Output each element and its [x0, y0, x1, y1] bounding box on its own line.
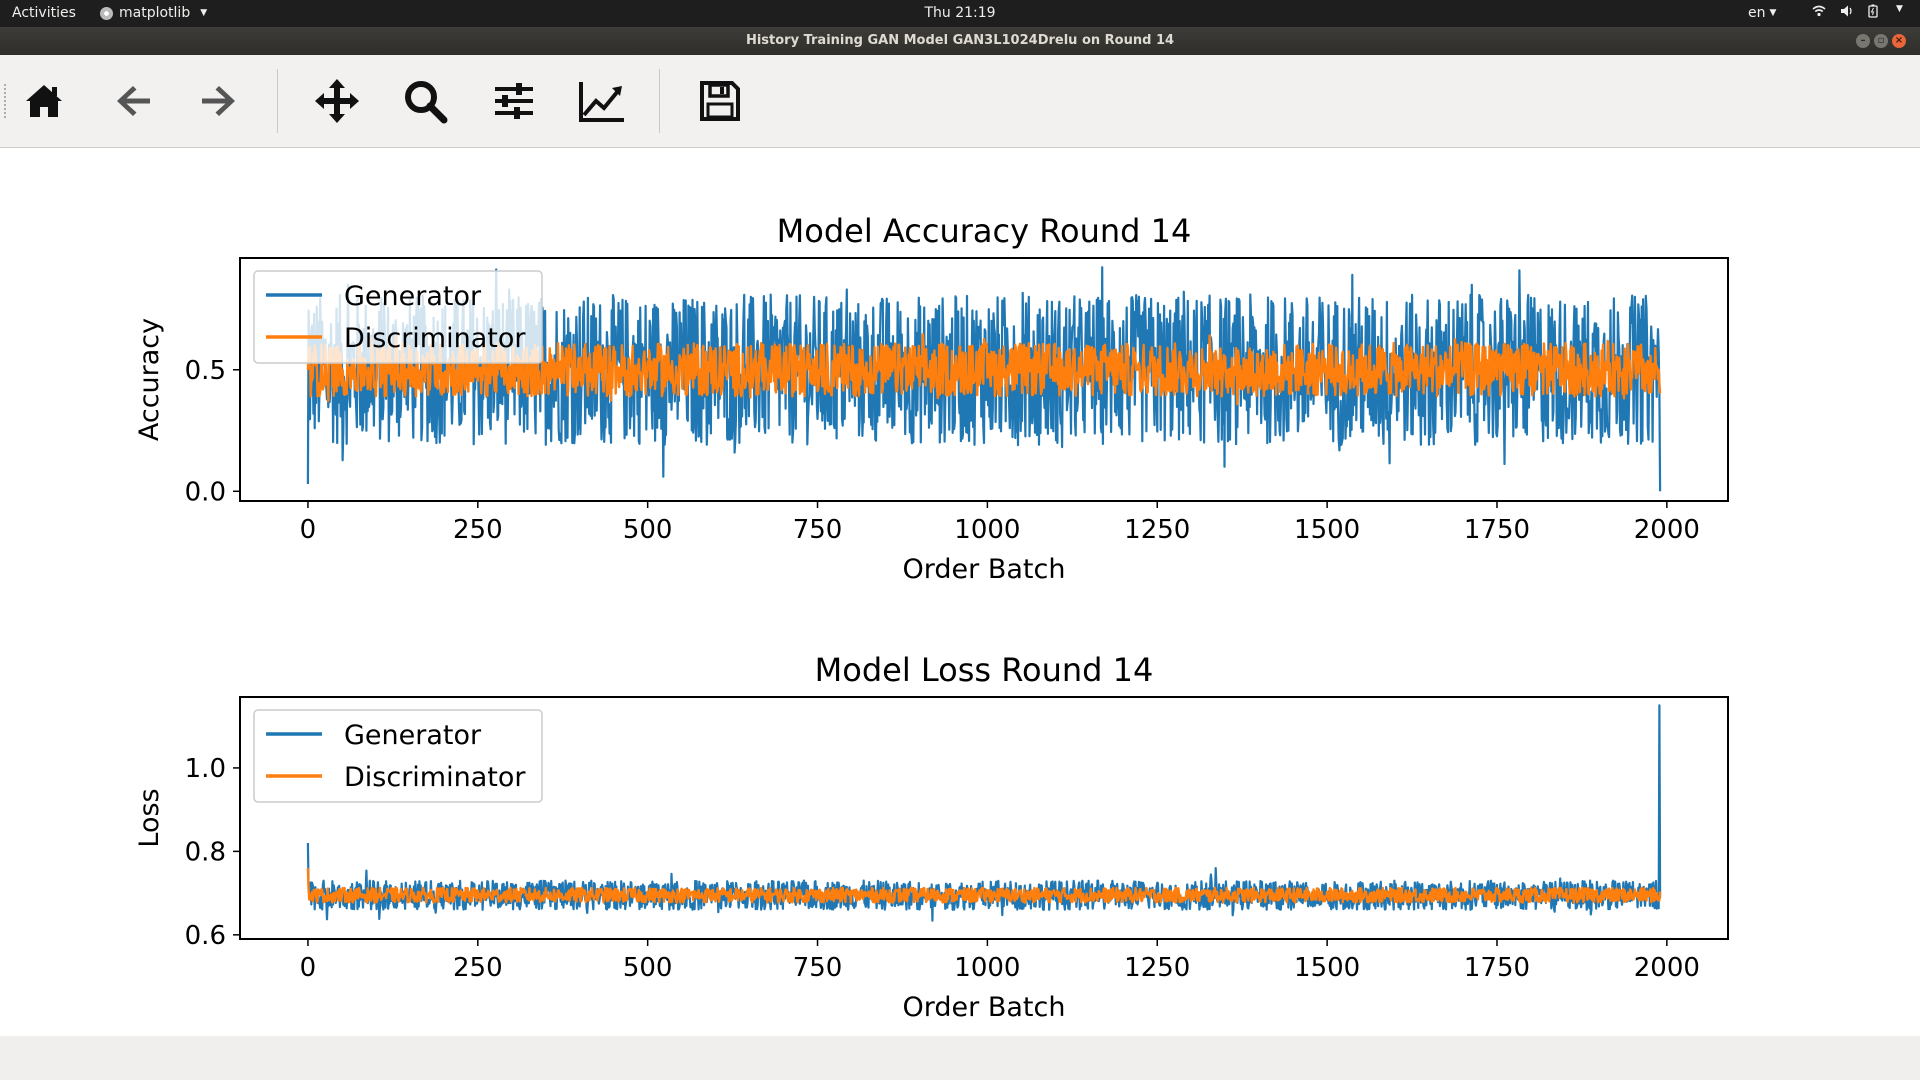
maximize-button[interactable]: ▫: [1874, 34, 1888, 48]
battery-icon: [1868, 4, 1878, 18]
y-tick-label: 0.8: [185, 837, 226, 867]
chart-title: Model Loss Round 14: [815, 651, 1154, 689]
home-icon: [26, 85, 62, 117]
x-tick-label: 1250: [1124, 515, 1190, 545]
chevron-down-icon: ▼: [1769, 8, 1777, 18]
back-button[interactable]: [109, 77, 157, 125]
window-title: History Training GAN Model GAN3L1024Drel…: [745, 33, 1175, 48]
app-menu[interactable]: matplotlib ▼: [100, 5, 207, 21]
x-tick-label: 250: [453, 515, 503, 545]
x-axis-label: Order Batch: [903, 554, 1066, 585]
discriminator-series-line: [306, 868, 1662, 904]
y-tick-label: 0.6: [185, 921, 226, 951]
legend-box: [253, 270, 543, 364]
language-indicator[interactable]: en ▼: [1748, 5, 1776, 21]
x-tick-label: 1500: [1294, 515, 1360, 545]
matplotlib-logo-icon: [100, 6, 113, 20]
x-tick-label: 750: [793, 515, 843, 545]
configure-subplots-icon: [495, 83, 533, 119]
y-tick-label: 0.5: [185, 356, 226, 386]
axes-frame: [239, 257, 1729, 502]
chevron-down-icon: ▼: [200, 8, 208, 18]
edit-axis-button[interactable]: [578, 77, 626, 125]
figure-svg: Model Accuracy Round 14 0 250 500 750 1000 125…: [134, 212, 1729, 1023]
activities-button[interactable]: Activities: [12, 5, 76, 21]
discriminator-series-line: [306, 332, 1662, 406]
legend-box: [253, 709, 543, 803]
close-button[interactable]: ×: [1892, 34, 1906, 48]
x-tick-label: 0: [300, 515, 317, 545]
edit-axis-icon: [579, 82, 624, 122]
status-bar: [0, 1036, 1920, 1080]
navigation-toolbar: [0, 55, 1920, 148]
y-axis-label: Accuracy: [134, 318, 165, 441]
x-tick-label: 1750: [1464, 515, 1530, 545]
save-button[interactable]: [696, 77, 744, 125]
x-tick-label: 1000: [954, 953, 1020, 983]
legend-entry-label: Discriminator: [344, 323, 526, 354]
y-tick-label: 0.0: [185, 477, 226, 507]
x-axis-label: Order Batch: [903, 992, 1066, 1023]
legend-entry-label: Generator: [344, 281, 482, 312]
x-tick-label: 2000: [1634, 515, 1700, 545]
y-axis-label: Loss: [134, 788, 165, 847]
x-tick-label: 1250: [1124, 953, 1190, 983]
x-tick-label: 750: [793, 953, 843, 983]
y-tick-label: 1.0: [185, 754, 226, 784]
app-menu-label: matplotlib: [119, 5, 191, 21]
toolbar-grip-handle[interactable]: [3, 83, 7, 119]
x-tick-label: 500: [623, 515, 673, 545]
clock[interactable]: Thu 21:19: [924, 5, 996, 21]
figure-canvas[interactable]: Model Accuracy Round 14 0 250 500 750 1000 125…: [0, 148, 1920, 1036]
x-tick-label: 250: [453, 953, 503, 983]
zoom-magnifier-icon: [405, 81, 448, 124]
zoom-button[interactable]: [401, 77, 449, 125]
plot-area: [306, 704, 1662, 922]
back-arrow-icon: [117, 86, 150, 116]
x-tick-label: 2000: [1634, 953, 1700, 983]
x-tick-label: 500: [623, 953, 673, 983]
window-title-bar[interactable]: History Training GAN Model GAN3L1024Drel…: [0, 27, 1920, 55]
save-floppy-icon: [700, 81, 740, 121]
wifi-icon: [1812, 5, 1826, 17]
pan-move-icon: [315, 79, 359, 123]
legend-entry-label: Generator: [344, 720, 482, 751]
toolbar-separator: [277, 69, 278, 133]
x-tick-label: 1000: [954, 515, 1020, 545]
system-tray[interactable]: ▼: [1812, 4, 1903, 18]
toolbar-separator: [659, 69, 660, 133]
x-tick-label: 0: [300, 953, 317, 983]
minimize-button[interactable]: –: [1856, 34, 1870, 48]
x-tick-label: 1750: [1464, 953, 1530, 983]
home-button[interactable]: [20, 77, 68, 125]
axes-frame: [239, 696, 1729, 940]
forward-arrow-icon: [202, 86, 235, 116]
forward-button[interactable]: [195, 77, 243, 125]
chevron-down-icon: ▼: [1896, 4, 1903, 14]
system-top-bar: Activities matplotlib ▼ Thu 21:19 en ▼ ▼: [0, 0, 1920, 27]
configure-subplots-button[interactable]: [490, 77, 538, 125]
x-tick-label: 1500: [1294, 953, 1360, 983]
chart-title: Model Accuracy Round 14: [777, 212, 1192, 250]
volume-icon: [1841, 5, 1852, 17]
language-label: en: [1748, 5, 1766, 21]
pan-button[interactable]: [313, 77, 361, 125]
legend-entry-label: Discriminator: [344, 762, 526, 793]
